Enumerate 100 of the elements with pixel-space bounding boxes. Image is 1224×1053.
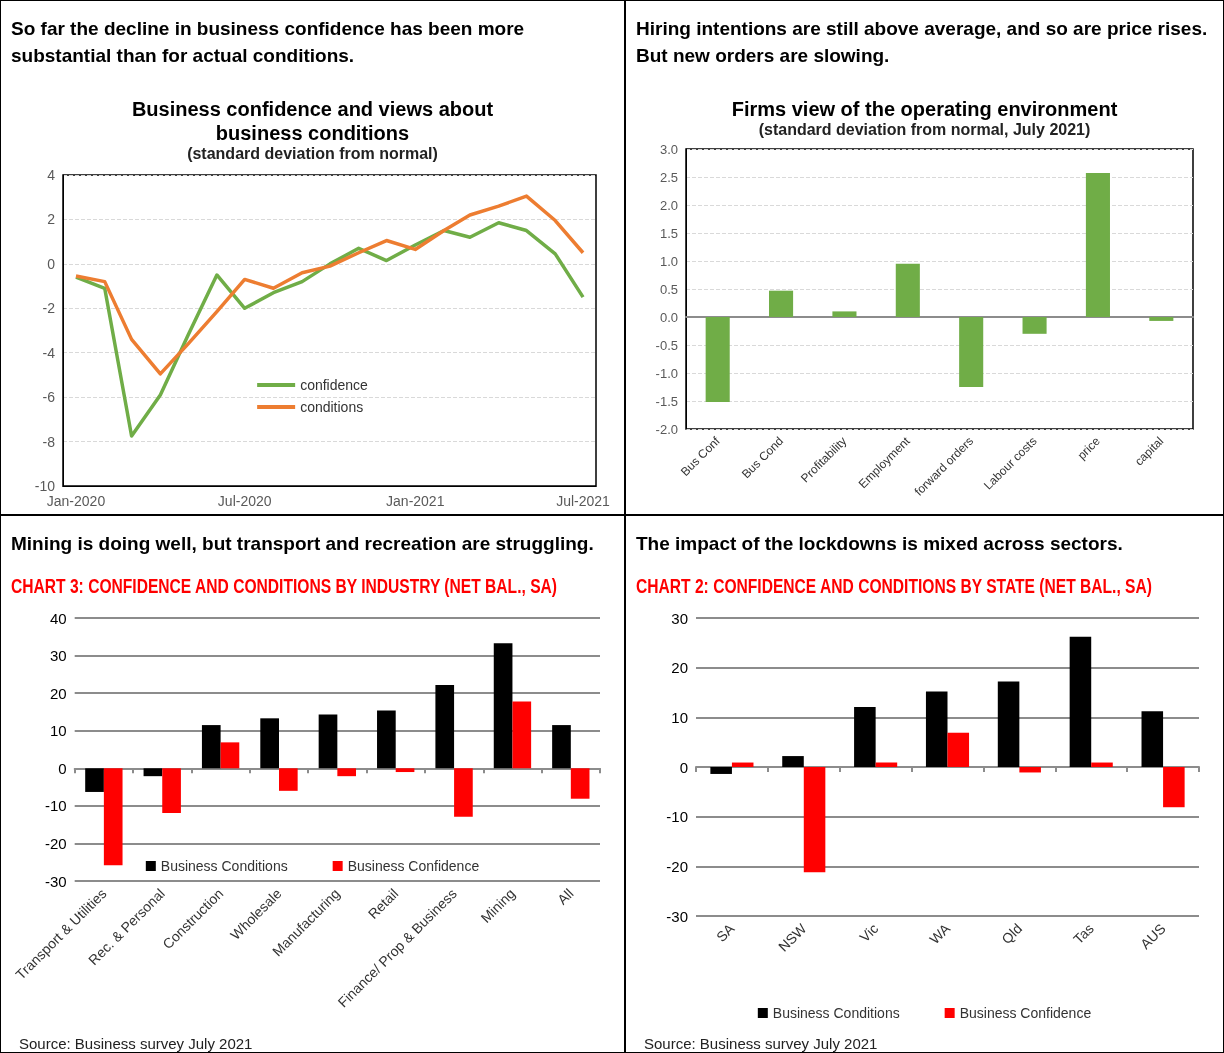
bar: [162, 768, 181, 813]
bar: [959, 317, 984, 387]
bar: [1085, 173, 1110, 317]
y-tick-label: 30: [671, 609, 688, 627]
bar: [1019, 767, 1041, 773]
bar: [947, 732, 970, 767]
bar: [1141, 711, 1164, 767]
y-tick-label: 3.0: [659, 141, 678, 157]
bar: [103, 768, 123, 866]
chart-title: The impact of the lockdowns is mixed across sectors.: [636, 532, 1124, 556]
x-tick-label: Jan-2021: [386, 493, 445, 509]
bar: [832, 311, 857, 317]
text: (standard deviation from normal): [186, 145, 439, 163]
legend-label: Business Conditions: [772, 1005, 900, 1021]
bar: [705, 317, 730, 403]
bar: [337, 768, 357, 777]
bar: [1163, 767, 1185, 808]
bar: [260, 718, 279, 769]
y-tick-label: -0.5: [655, 337, 678, 353]
bar: [854, 706, 876, 767]
x-tick-label: SA: [713, 919, 739, 945]
x-tick-label: Vic: [856, 920, 882, 946]
y-tick-label: -30: [666, 907, 688, 925]
bar: [143, 768, 163, 777]
chart-subtitle: CHART 2: CONFIDENCE AND CONDITIONS BY STATE (NET BAL., SA): [636, 575, 1152, 598]
chart-title: Hiring intentions are still above average, and so are price rises. But new orders are slowing.: [636, 17, 1209, 68]
chart-title: Mining is doing well, but transport and recreation are struggling.: [11, 532, 595, 556]
bar: [769, 290, 794, 317]
bar: [925, 691, 948, 767]
bar: [1149, 317, 1174, 321]
y-tick-label: -10: [34, 478, 56, 494]
y-tick-label: -10: [666, 808, 688, 826]
bar: [895, 263, 920, 317]
legend-label: Business Confidence: [959, 1005, 1092, 1021]
chart-subtitle: Business confidence and views about business conditions: [130, 97, 495, 145]
legend-label: Business Conditions: [160, 858, 288, 874]
y-tick-label: -8: [42, 433, 56, 450]
bar: [454, 768, 473, 817]
x-tick-label: Qld: [998, 920, 1026, 948]
y-tick-label: -1.0: [655, 365, 678, 381]
y-tick-label: 1.5: [659, 225, 678, 241]
y-tick-label: 40: [50, 609, 67, 627]
x-tick-label: Jul-2020: [217, 493, 272, 509]
y-tick-label: 10: [50, 722, 67, 740]
y-tick-label: 0: [47, 255, 56, 272]
x-tick-label: Jan-2020: [46, 493, 106, 509]
bar: [997, 681, 1020, 767]
y-tick-label: -10: [45, 797, 67, 815]
bar: [377, 710, 396, 769]
y-tick-label: 2: [47, 211, 56, 228]
bar: [85, 768, 104, 792]
chart-subtitle: CHART 3: CONFIDENCE AND CONDITIONS BY INDUSTRY (NET BAL., SA): [11, 575, 558, 598]
y-tick-label: -30: [45, 872, 67, 890]
x-tick-label: All: [554, 885, 577, 908]
y-tick-label: -20: [666, 857, 688, 875]
y-tick-label: -6: [42, 389, 56, 406]
y-tick-label: 1.0: [659, 253, 678, 269]
bar: [1069, 636, 1092, 767]
y-tick-label: -20: [45, 834, 67, 852]
chart-subtitle: Firms view of the operating environment: [731, 97, 1118, 121]
y-tick-label: -2.0: [655, 421, 678, 437]
y-tick-label: -2: [42, 300, 56, 317]
bar: [220, 742, 240, 769]
bar: [201, 725, 221, 769]
bar: [803, 767, 826, 873]
bar: [512, 701, 532, 769]
y-tick-label: 0.5: [659, 281, 678, 297]
y-tick-label: 0: [679, 758, 688, 776]
bar: [1091, 762, 1113, 767]
source-note: Source: Business survey July 2021: [643, 1034, 879, 1052]
bar: [493, 643, 513, 769]
x-tick-label: Jul-2021: [556, 493, 611, 509]
text: (standard deviation from normal, July 2021): [757, 121, 1092, 139]
bar: [1022, 317, 1047, 334]
bar: [710, 767, 732, 774]
y-tick-label: -4: [42, 344, 56, 361]
y-tick-label: 20: [671, 659, 688, 677]
y-tick-label: 30: [50, 647, 67, 665]
legend-label: Business Confidence: [347, 858, 480, 874]
y-tick-label: 20: [50, 684, 67, 702]
bar: [552, 725, 571, 769]
bar: [782, 756, 804, 767]
y-tick-label: 2.0: [659, 197, 678, 213]
bar: [570, 768, 590, 799]
y-tick-label: 2.5: [659, 169, 678, 185]
line-series: [74, 194, 585, 376]
legend-label: confidence: [300, 377, 369, 393]
y-tick-label: 10: [671, 708, 688, 726]
x-tick-label: WA: [926, 919, 954, 948]
source-note: Source: Business survey July 2021: [18, 1034, 254, 1052]
bar: [318, 714, 338, 769]
bar: [435, 684, 455, 769]
y-tick-label: 0: [58, 759, 67, 777]
y-tick-label: -1.5: [655, 393, 678, 409]
chart-title: So far the decline in business confidence has been more substantial than for actual conditions.: [11, 17, 526, 68]
y-tick-label: 0.0: [659, 309, 678, 325]
y-tick-label: 4: [47, 167, 56, 183]
legend-label: conditions: [300, 399, 364, 415]
x-tick-label: Tas: [1070, 920, 1097, 948]
bar: [278, 768, 298, 791]
